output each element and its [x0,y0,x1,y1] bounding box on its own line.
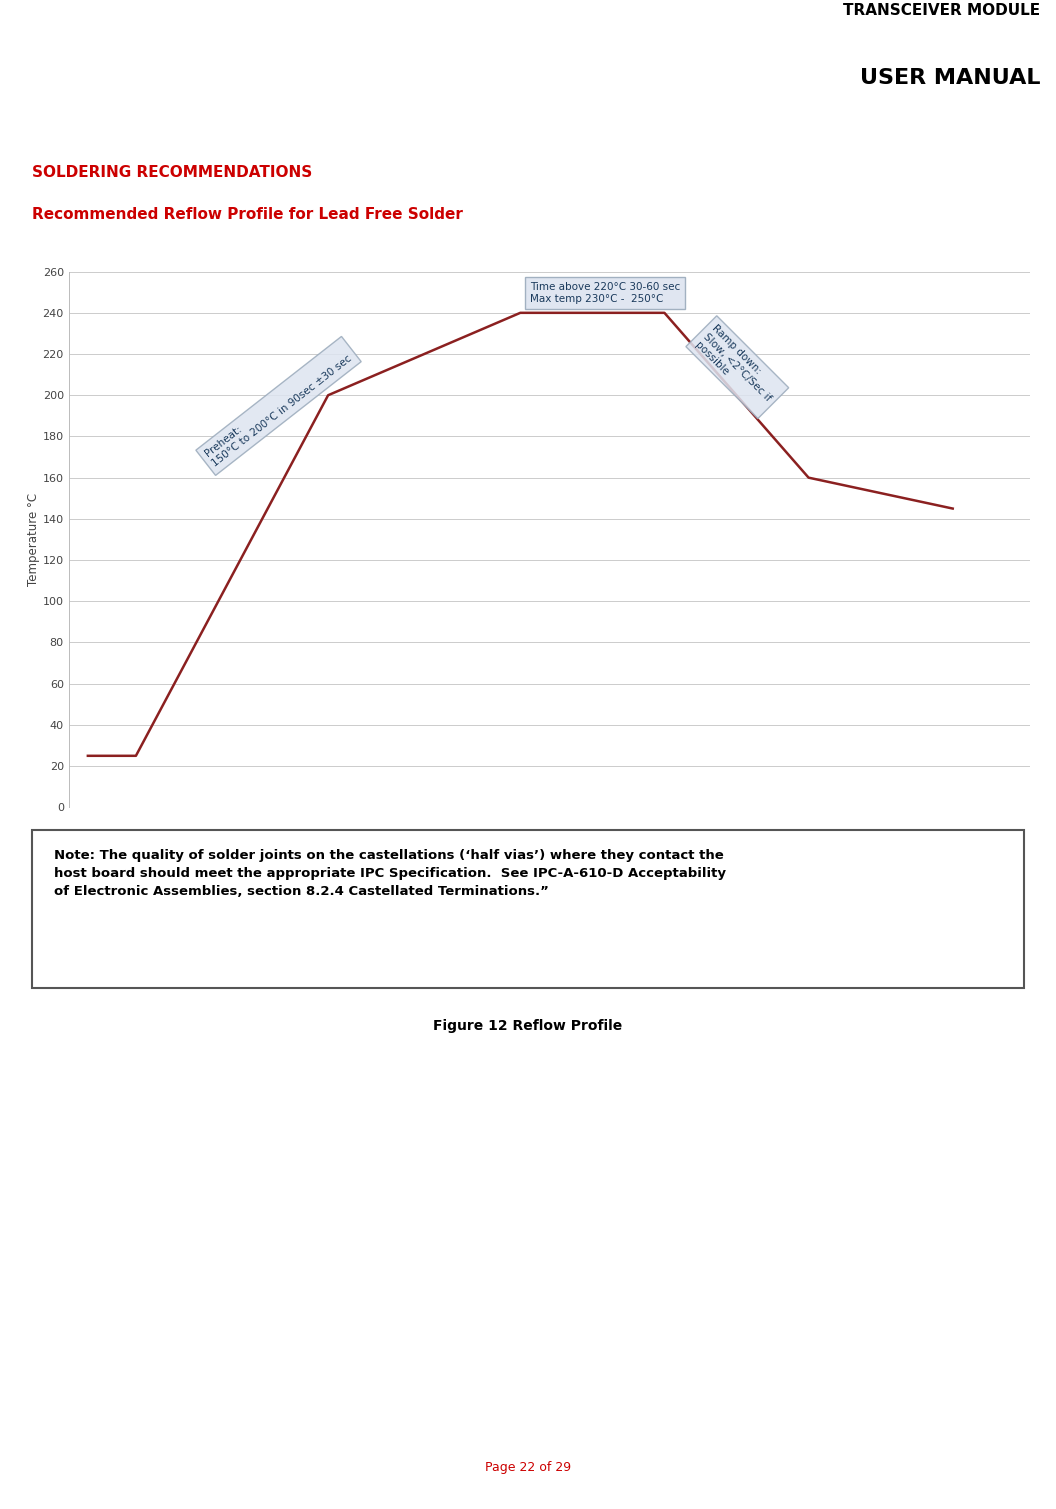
Y-axis label: Temperature °C: Temperature °C [26,493,40,585]
Text: Page 22 of 29: Page 22 of 29 [485,1461,571,1474]
Text: Figure 12 Reflow Profile: Figure 12 Reflow Profile [433,1019,623,1034]
Text: Recommended Reflow Profile for Lead Free Solder: Recommended Reflow Profile for Lead Free… [32,207,463,222]
Text: Preheat:
150°C to 200°C in 90sec ±30 sec: Preheat: 150°C to 200°C in 90sec ±30 sec [203,344,354,468]
Text: USER MANUAL: USER MANUAL [860,68,1040,89]
Text: Ramp down:
Slow, <2°C/Sec if
possible: Ramp down: Slow, <2°C/Sec if possible [694,323,781,412]
Text: TRANSCEIVER MODULE: TRANSCEIVER MODULE [843,3,1040,18]
Text: SOLDERING RECOMMENDATIONS: SOLDERING RECOMMENDATIONS [32,166,312,180]
FancyBboxPatch shape [32,830,1024,988]
Text: Note: The quality of solder joints on the castellations (‘half vias’) where they: Note: The quality of solder joints on th… [54,850,725,898]
Text: Time above 220°C 30-60 sec
Max temp 230°C -  250°C: Time above 220°C 30-60 sec Max temp 230°… [530,282,680,303]
